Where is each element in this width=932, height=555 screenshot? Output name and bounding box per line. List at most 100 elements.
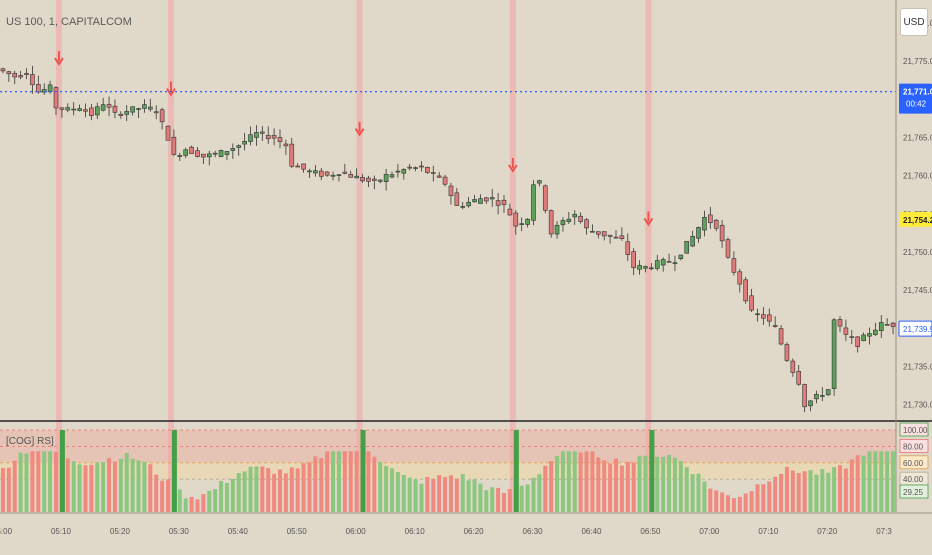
- candle-body[interactable]: [584, 219, 589, 229]
- candle-body[interactable]: [537, 180, 542, 184]
- candle-body[interactable]: [637, 265, 642, 270]
- candle-body[interactable]: [578, 215, 583, 222]
- candle-body[interactable]: [30, 74, 35, 86]
- candle-body[interactable]: [548, 210, 554, 235]
- candle-body[interactable]: [484, 197, 489, 202]
- candle-body[interactable]: [112, 105, 118, 113]
- candle-body[interactable]: [702, 216, 707, 231]
- candle-body[interactable]: [324, 171, 330, 176]
- candle-body[interactable]: [684, 241, 690, 254]
- candle-body[interactable]: [731, 258, 737, 273]
- candle-body[interactable]: [177, 155, 183, 157]
- candle-body[interactable]: [171, 136, 177, 155]
- candle-body[interactable]: [613, 236, 619, 239]
- candle-body[interactable]: [772, 325, 778, 327]
- candle-body[interactable]: [778, 328, 784, 345]
- candle-body[interactable]: [501, 199, 507, 205]
- candle-body[interactable]: [301, 163, 306, 170]
- candle-body[interactable]: [230, 148, 236, 151]
- candle-body[interactable]: [873, 329, 878, 335]
- candle-body[interactable]: [389, 174, 395, 178]
- candle-body[interactable]: [89, 107, 94, 116]
- candle-body[interactable]: [489, 197, 495, 200]
- candle-body[interactable]: [212, 152, 218, 155]
- candle-body[interactable]: [666, 261, 672, 263]
- candle-body[interactable]: [596, 231, 601, 235]
- candle-body[interactable]: [696, 227, 701, 239]
- candle-body[interactable]: [820, 395, 825, 397]
- candle-body[interactable]: [118, 113, 124, 116]
- candle-body[interactable]: [513, 212, 519, 227]
- candle-body[interactable]: [354, 175, 359, 179]
- candle-body[interactable]: [77, 108, 82, 111]
- candle-body[interactable]: [100, 104, 106, 111]
- candle-body[interactable]: [283, 143, 289, 147]
- candle-body[interactable]: [708, 214, 713, 223]
- candle-body[interactable]: [466, 201, 471, 207]
- candle-body[interactable]: [159, 109, 165, 123]
- candle-body[interactable]: [271, 134, 277, 139]
- candle-body[interactable]: [690, 236, 695, 247]
- candle-body[interactable]: [654, 260, 660, 269]
- candle-body[interactable]: [607, 234, 613, 237]
- candle-body[interactable]: [242, 140, 247, 145]
- candle-body[interactable]: [766, 314, 772, 322]
- candle-body[interactable]: [366, 177, 371, 182]
- candle-body[interactable]: [672, 262, 678, 264]
- candle-body[interactable]: [142, 104, 147, 109]
- candle-body[interactable]: [643, 266, 648, 269]
- candle-body[interactable]: [183, 149, 188, 156]
- candle-body[interactable]: [802, 384, 807, 408]
- candle-body[interactable]: [189, 146, 194, 154]
- candle-body[interactable]: [713, 219, 719, 229]
- candle-body[interactable]: [808, 400, 813, 407]
- candle-body[interactable]: [601, 231, 607, 237]
- candle-body[interactable]: [106, 104, 112, 108]
- candle-body[interactable]: [6, 71, 12, 75]
- candle-body[interactable]: [631, 251, 636, 269]
- candle-body[interactable]: [94, 106, 100, 116]
- candle-body[interactable]: [41, 89, 47, 93]
- candle-body[interactable]: [265, 134, 271, 140]
- candle-body[interactable]: [719, 224, 725, 242]
- candle-body[interactable]: [254, 132, 259, 138]
- candle-body[interactable]: [71, 108, 76, 111]
- candle-body[interactable]: [478, 198, 483, 204]
- candle-body[interactable]: [454, 192, 460, 206]
- candle-body[interactable]: [83, 109, 88, 112]
- candle-body[interactable]: [136, 108, 141, 110]
- candle-body[interactable]: [861, 334, 866, 342]
- candle-body[interactable]: [18, 75, 23, 78]
- candle-body[interactable]: [755, 313, 760, 316]
- candle-body[interactable]: [153, 111, 159, 114]
- candle-body[interactable]: [590, 230, 595, 233]
- candle-body[interactable]: [148, 106, 153, 110]
- candle-body[interactable]: [130, 106, 135, 113]
- candle-body[interactable]: [460, 206, 466, 208]
- candle-body[interactable]: [660, 259, 666, 266]
- candle-body[interactable]: [430, 172, 436, 174]
- candle-body[interactable]: [572, 213, 578, 218]
- candle-body[interactable]: [678, 254, 684, 259]
- candle-body[interactable]: [849, 336, 855, 338]
- candle-body[interactable]: [784, 344, 790, 361]
- candle-body[interactable]: [59, 107, 65, 110]
- candle-body[interactable]: [65, 107, 71, 111]
- candle-body[interactable]: [336, 174, 342, 177]
- candle-body[interactable]: [407, 166, 412, 169]
- candle-body[interactable]: [542, 185, 548, 211]
- candle-body[interactable]: [413, 167, 418, 169]
- candle-body[interactable]: [383, 173, 389, 182]
- candle-body[interactable]: [649, 267, 654, 270]
- candle-body[interactable]: [725, 239, 731, 258]
- candle-body[interactable]: [878, 322, 884, 331]
- candle-body[interactable]: [260, 131, 265, 134]
- candle-body[interactable]: [855, 336, 860, 347]
- candle-body[interactable]: [560, 220, 566, 226]
- candle-body[interactable]: [495, 200, 501, 206]
- candle-body[interactable]: [814, 394, 819, 400]
- candle-body[interactable]: [236, 145, 242, 148]
- candle-body[interactable]: [448, 185, 454, 196]
- candle-body[interactable]: [53, 87, 59, 109]
- candle-body[interactable]: [761, 314, 766, 319]
